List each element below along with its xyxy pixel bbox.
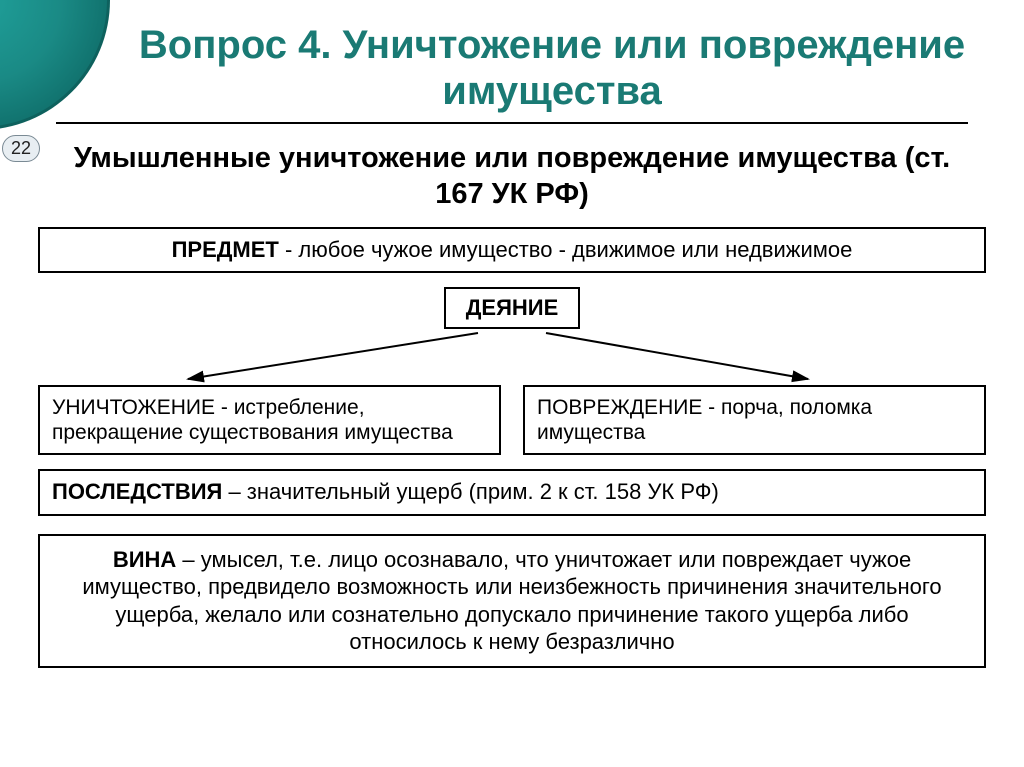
subtitle: Умышленные уничтожение или повреждение и… (0, 124, 1024, 227)
predmet-text: - любое чужое имущество - движимое или н… (279, 237, 853, 262)
content-area: ПРЕДМЕТ - любое чужое имущество - движим… (0, 227, 1024, 668)
vina-label: ВИНА (113, 547, 176, 572)
unichtozhenie-label: УНИЧТОЖЕНИЕ (52, 396, 215, 419)
posledstviya-label: ПОСЛЕДСТВИЯ (52, 479, 222, 504)
povrezhdenie-label: ПОВРЕЖДЕНИЕ (537, 396, 702, 419)
arrows (38, 329, 986, 385)
vina-box: ВИНА – умысел, т.е. лицо осознавало, что… (38, 534, 986, 668)
vina-text: – умысел, т.е. лицо осознавало, что унич… (82, 547, 941, 655)
slide-number-badge: 22 (2, 135, 40, 162)
predmet-label: ПРЕДМЕТ (172, 237, 279, 262)
predmet-box: ПРЕДМЕТ - любое чужое имущество - движим… (38, 227, 986, 273)
unichtozhenie-box: УНИЧТОЖЕНИЕ - истребление, прекращение с… (38, 385, 501, 455)
posledstviya-box: ПОСЛЕДСТВИЯ – значительный ущерб (прим. … (38, 469, 986, 515)
posledstviya-text: – значительный ущерб (прим. 2 к ст. 158 … (222, 479, 719, 504)
branch-arrows-svg (38, 329, 986, 385)
povrezhdenie-box: ПОВРЕЖДЕНИЕ - порча, поломка имущества (523, 385, 986, 455)
page-title: Вопрос 4. Уничтожение или повреждение им… (0, 0, 1024, 122)
deyanie-box: ДЕЯНИЕ (444, 287, 581, 329)
branch-row: УНИЧТОЖЕНИЕ - истребление, прекращение с… (38, 385, 986, 455)
